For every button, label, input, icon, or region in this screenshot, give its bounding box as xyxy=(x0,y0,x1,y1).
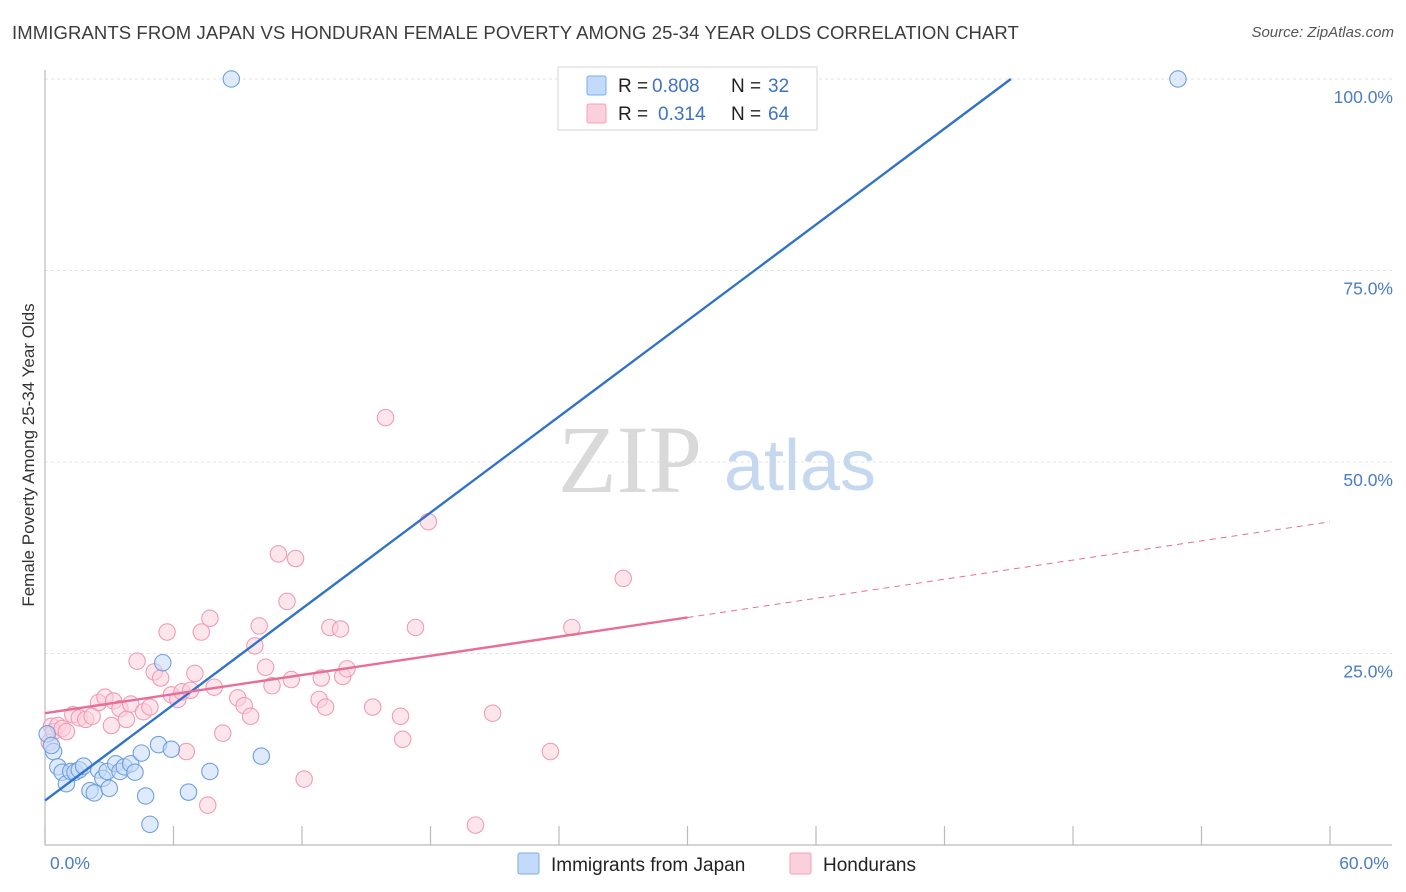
honduran-point xyxy=(201,609,219,628)
japan-point xyxy=(201,762,219,781)
honduran-point xyxy=(376,408,395,427)
honduran-point xyxy=(269,545,288,563)
legend-r-label-japan: R = xyxy=(618,76,648,97)
honduran-point xyxy=(192,623,211,641)
legend-n-value-honduran: 64 xyxy=(768,104,790,125)
honduran-point xyxy=(141,698,159,716)
legend-r-label-honduran: R = xyxy=(618,104,648,125)
japan-point xyxy=(179,783,198,801)
y-tick-label: 100.0% xyxy=(1334,87,1393,107)
honduran-point xyxy=(151,669,170,687)
honduran-point xyxy=(541,742,560,761)
japan-point xyxy=(141,815,159,834)
japan-point xyxy=(222,70,241,88)
japan-point xyxy=(85,784,104,802)
honduran-point xyxy=(214,724,232,742)
honduran-point xyxy=(102,716,121,735)
bottom-legend-swatch-honduran xyxy=(789,852,812,875)
legend-swatch-honduran xyxy=(586,103,607,124)
honduran-point xyxy=(419,512,438,531)
honduran-point xyxy=(614,569,632,588)
bottom-legend-label-honduran: Hondurans xyxy=(823,855,916,876)
honduran-point xyxy=(363,698,382,716)
honduran-point xyxy=(186,664,204,683)
y-tick-label: 25.0% xyxy=(1343,662,1393,682)
series-legend: Immigrants from Japan Hondurans xyxy=(517,852,916,876)
legend-n-value-japan: 32 xyxy=(768,76,789,97)
honduran-point xyxy=(466,816,485,834)
japan-point xyxy=(136,787,155,805)
legend-swatch-japan xyxy=(586,75,607,96)
honduran-point xyxy=(483,704,502,722)
legend-r-value-honduran: 0.314 xyxy=(658,104,706,125)
trend-line-honduran-extrapolated xyxy=(687,521,1331,618)
legend-r-value-japan: 0.808 xyxy=(652,76,700,97)
honduran-point xyxy=(256,658,275,677)
honduran-point xyxy=(241,707,260,726)
watermark-atlas: atlas xyxy=(724,426,876,506)
japan-point xyxy=(1169,70,1187,88)
honduran-point xyxy=(295,770,313,788)
honduran-point xyxy=(286,549,305,568)
bottom-legend-label-japan: Immigrants from Japan xyxy=(551,855,745,876)
trend-lines xyxy=(44,78,1331,802)
japan-point xyxy=(252,747,271,765)
japan-point xyxy=(100,779,119,798)
honduran-point xyxy=(316,698,335,716)
honduran-point xyxy=(406,618,425,637)
gridlines xyxy=(45,78,1392,654)
watermark-zip: ZIP xyxy=(558,406,702,513)
x-tick-label-min: 0.0% xyxy=(50,853,90,873)
x-axis-ticks xyxy=(44,826,1331,845)
trend-line-honduran xyxy=(44,616,688,715)
honduran-point xyxy=(117,710,136,729)
honduran-point xyxy=(312,669,331,687)
bottom-legend-swatch-japan xyxy=(517,852,540,875)
honduran-point xyxy=(177,742,196,761)
japan-point xyxy=(162,740,181,758)
y-tick-label: 50.0% xyxy=(1343,470,1393,490)
japan-point xyxy=(126,763,144,781)
honduran-point xyxy=(263,676,281,695)
chart-title: IMMIGRANTS FROM JAPAN VS HONDURAN FEMALE… xyxy=(12,22,1019,43)
japan-point xyxy=(42,736,61,755)
x-tick-label-max: 60.0% xyxy=(1339,853,1389,873)
honduran-point xyxy=(199,796,217,814)
trend-line-japan xyxy=(44,78,1012,802)
stats-legend: R = 0.808 N = 32 R = 0.314 N = 64 xyxy=(557,66,818,131)
japan-point xyxy=(154,653,172,672)
honduran-point xyxy=(57,722,76,741)
honduran-point xyxy=(278,592,296,611)
series-immigrants-from-japan xyxy=(38,70,1187,834)
honduran-point xyxy=(393,730,412,749)
japan-point xyxy=(132,744,151,762)
y-tick-label: 75.0% xyxy=(1343,279,1393,299)
legend-n-label-japan: N = xyxy=(731,76,761,97)
watermark: ZIP atlas xyxy=(558,406,876,513)
honduran-point xyxy=(158,623,176,641)
honduran-point xyxy=(250,617,268,635)
honduran-point xyxy=(331,620,350,638)
honduran-point xyxy=(128,652,146,670)
legend-n-label-honduran: N = xyxy=(731,104,761,125)
y-tick-labels: 25.0% 50.0% 75.0% 100.0% xyxy=(1334,87,1393,682)
honduran-point xyxy=(391,707,410,726)
source-credit: Source: ZipAtlas.com xyxy=(1251,24,1394,41)
y-axis-label: Female Poverty Among 25-34 Year Olds xyxy=(19,303,38,606)
honduran-point xyxy=(282,670,301,689)
